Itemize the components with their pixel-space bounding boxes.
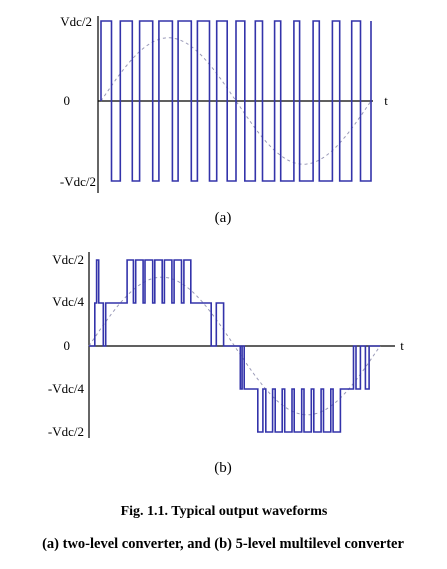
panel-a-ytick-zero: 0	[64, 93, 71, 108]
panel-a-x-axis-label: t	[384, 93, 388, 108]
panel-b-ytick-vdc2: Vdc/2	[52, 252, 84, 267]
figure-caption-description: (a) two-level converter, and (b) 5-level…	[42, 536, 404, 552]
figure-caption-title: Fig. 1.1. Typical output waveforms	[121, 504, 328, 519]
panel-b-ytick-zero: 0	[64, 338, 71, 353]
panel-b-ytick-vdc4: Vdc/4	[52, 294, 84, 309]
panel-b-label: (b)	[214, 460, 232, 476]
panel-a-ytick-top: Vdc/2	[60, 14, 92, 29]
panel-b: Vdc/2 Vdc/4 0 -Vdc/4 -Vdc/2 t (b)	[48, 252, 404, 476]
panel-b-ytick-neg-vdc4: -Vdc/4	[48, 381, 85, 396]
panel-b-x-axis-label: t	[400, 338, 404, 353]
panel-a-label: (a)	[215, 210, 232, 226]
panel-a: Vdc/2 0 -Vdc/2 t (a)	[60, 14, 388, 226]
panel-a-ytick-bottom: -Vdc/2	[60, 174, 96, 189]
panel-b-ytick-neg-vdc2: -Vdc/2	[48, 424, 84, 439]
